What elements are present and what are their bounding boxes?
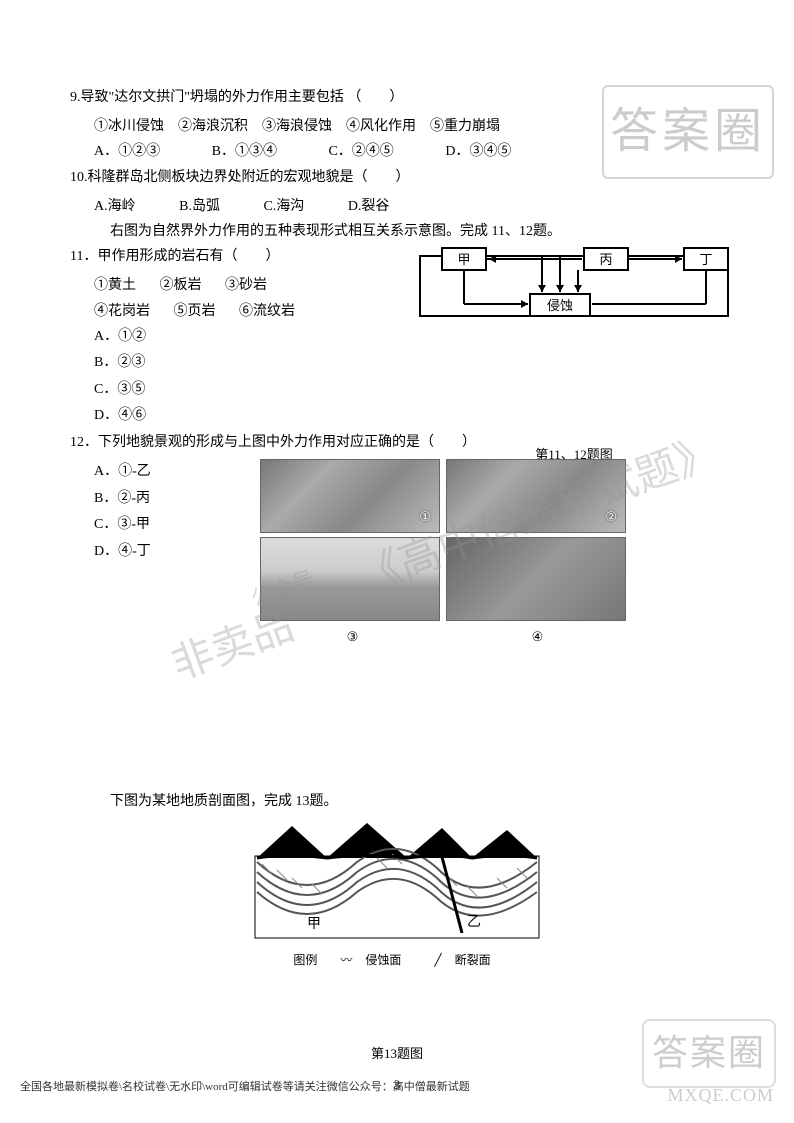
q13-legend: 图例 〰 侵蚀面 ╱ 断裂面	[237, 950, 557, 972]
q11-i5: ⑤页岩	[174, 299, 216, 324]
q11-lead: 右图为自然界外力作用的五种表现形式相互关系示意图。完成 11、12题。	[70, 219, 724, 244]
flow-diagram-svg: 甲 丙 丁 侵蚀	[414, 244, 734, 324]
q13-caption: 第13题图	[70, 1042, 724, 1065]
photo-4	[446, 537, 626, 621]
q11-i6: ⑥流纹岩	[239, 299, 295, 324]
watermark-url: MXQE.COM	[667, 1079, 774, 1111]
q11-items: ①黄土 ②板岩 ③砂岩	[70, 273, 390, 298]
q13-diagram: 甲 乙 图例 〰 侵蚀面 ╱ 断裂面	[237, 818, 557, 972]
photo-grid: ① ② ③ ④	[260, 459, 630, 648]
q11-block: 11．甲作用形成的岩石有（ ） ①黄土 ②板岩 ③砂岩 ④花岗岩 ⑤页岩 ⑥流纹…	[70, 244, 724, 430]
diagram-11-12: 甲 丙 丁 侵蚀 第11	[414, 244, 734, 467]
box-bing: 丙	[599, 252, 612, 267]
q10-B: B.岛弧	[179, 194, 220, 219]
photo-2: ②	[446, 459, 626, 533]
q11-items2: ④花岗岩 ⑤页岩 ⑥流纹岩	[70, 299, 390, 324]
box-ding: 丁	[699, 252, 712, 267]
q12-block: A．①-乙 B．②-丙 C．③-甲 D．④-丁 ① ② ③ ④ 《高中僧最新试题…	[70, 459, 724, 699]
label-jia: 甲	[307, 917, 321, 932]
q9-D: D．③④⑤	[445, 139, 511, 164]
photo-3	[260, 537, 440, 621]
label-yi: 乙	[467, 914, 481, 930]
q11-D: D．④⑥	[70, 403, 390, 430]
q9-A: A．①②③	[94, 139, 160, 164]
box-jia: 甲	[457, 252, 470, 267]
q11-B: B．②③	[70, 350, 390, 377]
q10-A: A.海岭	[94, 194, 136, 219]
legend-fault: ╱ 断裂面	[434, 953, 500, 967]
photo-4-label: ④	[532, 625, 544, 648]
q11-options: A．①② B．②③ C．③⑤ D．④⑥	[70, 324, 390, 430]
q10-options: A.海岭 B.岛弧 C.海沟 D.裂谷	[70, 194, 724, 219]
footer-note: 全国各地最新模拟卷\名校试卷\无水印\word可编辑试卷等请关注微信公众号：高中…	[20, 1078, 470, 1098]
photo-3-label: ③	[347, 625, 359, 648]
q11-C: C．③⑤	[70, 377, 390, 404]
q11-i1: ①黄土	[94, 273, 136, 298]
q13-lead: 下图为某地地质剖面图，完成 13题。	[70, 789, 724, 814]
legend-erosion: 〰 侵蚀面	[340, 953, 411, 967]
box-erosion: 侵蚀	[547, 298, 573, 313]
q11-A: A．①②	[70, 324, 390, 351]
legend-title: 图例	[293, 953, 317, 967]
q9-B: B．①③④	[212, 139, 277, 164]
photo-1: ①	[260, 459, 440, 533]
q11-i2: ②板岩	[160, 273, 202, 298]
q11-i3: ③砂岩	[225, 273, 267, 298]
q13-block: 下图为某地地质剖面图，完成 13题。	[70, 789, 724, 1097]
q11-i4: ④花岗岩	[94, 299, 150, 324]
watermark-corner-top: 答案圈	[602, 85, 774, 179]
q9-C: C．②④⑤	[328, 139, 393, 164]
q11-stem: 11．甲作用形成的岩石有（ ）	[70, 244, 390, 269]
q10-C: C.海沟	[263, 194, 304, 219]
geology-cross-section: 甲 乙	[237, 818, 557, 948]
q10-D: D.裂谷	[348, 194, 390, 219]
